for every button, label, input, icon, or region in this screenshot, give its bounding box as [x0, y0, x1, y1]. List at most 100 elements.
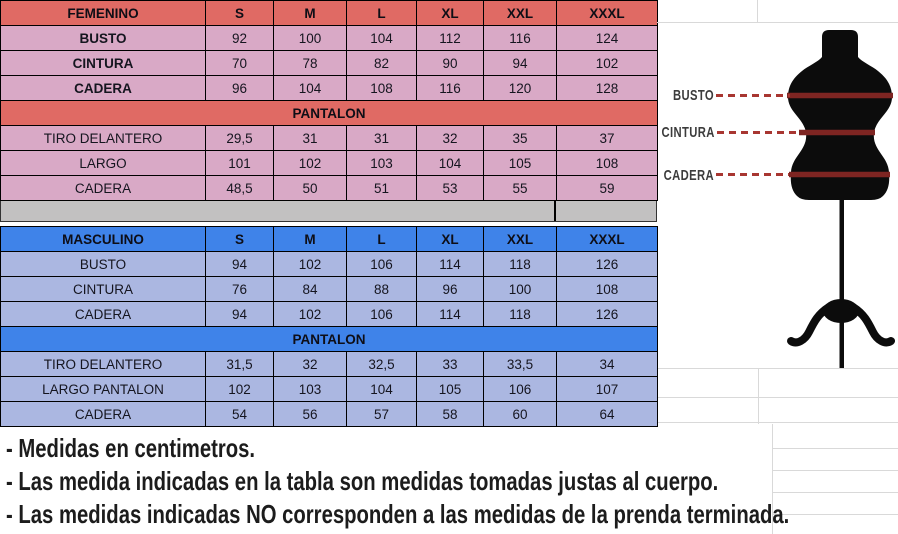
measure-value-cell: 60: [483, 401, 557, 427]
measure-value-cell: 29,5: [205, 125, 274, 151]
size-header-cell: M: [273, 0, 347, 26]
measure-value-cell: 90: [416, 50, 484, 76]
measure-value-cell: 106: [346, 251, 417, 277]
measure-value-cell: 57: [346, 401, 417, 427]
sheet-gridline: [772, 448, 898, 449]
measure-value-cell: 33: [416, 351, 484, 377]
measure-value-cell: 108: [556, 276, 658, 302]
measure-value-cell: 108: [346, 75, 417, 101]
section-title-cell: MASCULINO: [0, 226, 206, 252]
measure-value-cell: 88: [346, 276, 417, 302]
measure-value-cell: 102: [273, 251, 347, 277]
sheet-gridline: [772, 492, 898, 493]
measure-value-cell: 104: [346, 25, 417, 51]
size-header-cell: XXL: [483, 226, 557, 252]
sheet-gridline: [772, 470, 898, 471]
measure-value-cell: 120: [483, 75, 557, 101]
size-header-cell: S: [205, 0, 274, 26]
measure-value-cell: 33,5: [483, 351, 557, 377]
measure-value-cell: 106: [346, 301, 417, 327]
measure-value-cell: 124: [556, 25, 658, 51]
mannequin-torso: [788, 30, 892, 200]
measure-value-cell: 64: [556, 401, 658, 427]
measure-value-cell: 105: [483, 150, 557, 176]
note-line: - Medidas en centimetros.: [6, 433, 256, 463]
size-header-cell: M: [273, 226, 347, 252]
size-header-cell: L: [346, 0, 417, 26]
notes: - Medidas en centimetros. - Las medida i…: [6, 432, 898, 531]
measure-value-cell: 96: [416, 276, 484, 302]
subsection-header-cell: PANTALON: [0, 100, 658, 126]
measure-label-cell: CADERA: [0, 401, 206, 427]
size-header-cell: XXL: [483, 0, 557, 26]
measure-value-cell: 126: [556, 251, 658, 277]
measure-value-cell: 101: [205, 150, 274, 176]
size-header-cell: L: [346, 226, 417, 252]
mannequin-illustration: [716, 30, 895, 368]
mannequin-stand-pole: [839, 196, 844, 368]
sheet-gridline: [658, 422, 898, 423]
measure-value-cell: 35: [483, 125, 557, 151]
measure-value-cell: 104: [273, 75, 347, 101]
measure-value-cell: 31: [346, 125, 417, 151]
measure-label-cell: CADERA: [0, 75, 206, 101]
sheet-gridline: [658, 368, 898, 369]
measure-value-cell: 50: [273, 175, 347, 201]
measure-value-cell: 102: [205, 376, 274, 402]
measure-label-cell: LARGO PANTALON: [0, 376, 206, 402]
measure-value-cell: 126: [556, 301, 658, 327]
sheet-gridline: [757, 0, 758, 22]
mannequin-stand-leg-right: [849, 303, 895, 347]
measure-label-cell: CADERA: [0, 175, 206, 201]
hip-label: CADERA: [663, 167, 714, 184]
measure-value-cell: 112: [416, 25, 484, 51]
measure-value-cell: 102: [556, 50, 658, 76]
sheet-gridline: [758, 368, 759, 424]
measure-value-cell: 82: [346, 50, 417, 76]
section-title-cell: FEMENINO: [0, 0, 206, 26]
measure-label-cell: CINTURA: [0, 276, 206, 302]
measure-label-cell: LARGO: [0, 150, 206, 176]
measure-value-cell: 118: [483, 301, 557, 327]
measure-value-cell: 92: [205, 25, 274, 51]
measure-value-cell: 103: [346, 150, 417, 176]
measure-value-cell: 118: [483, 251, 557, 277]
sheet-gridline: [657, 22, 898, 23]
measure-value-cell: 56: [273, 401, 347, 427]
measure-value-cell: 70: [205, 50, 274, 76]
measure-value-cell: 94: [205, 251, 274, 277]
measure-value-cell: 32,5: [346, 351, 417, 377]
measure-value-cell: 107: [556, 376, 658, 402]
measure-value-cell: 84: [273, 276, 347, 302]
measure-value-cell: 34: [556, 351, 658, 377]
measure-value-cell: 104: [346, 376, 417, 402]
measure-value-cell: 76: [205, 276, 274, 302]
sheet-gridline: [658, 397, 898, 398]
measure-value-cell: 116: [483, 25, 557, 51]
measure-value-cell: 106: [483, 376, 557, 402]
measure-value-cell: 54: [205, 401, 274, 427]
measure-value-cell: 78: [273, 50, 347, 76]
measure-value-cell: 116: [416, 75, 484, 101]
measure-value-cell: 53: [416, 175, 484, 201]
sheet-gridline: [772, 424, 773, 534]
size-header-cell: XXXL: [556, 0, 658, 26]
measure-label-cell: BUSTO: [0, 251, 206, 277]
measure-value-cell: 103: [273, 376, 347, 402]
measure-value-cell: 32: [416, 125, 484, 151]
measure-value-cell: 104: [416, 150, 484, 176]
measure-value-cell: 51: [346, 175, 417, 201]
bust-label: BUSTO: [672, 87, 714, 104]
measure-value-cell: 114: [416, 251, 484, 277]
measure-value-cell: 37: [556, 125, 658, 151]
measure-value-cell: 128: [556, 75, 658, 101]
measure-value-cell: 114: [416, 301, 484, 327]
size-header-cell: XL: [416, 0, 484, 26]
waist-label: CINTURA: [661, 124, 715, 141]
measure-value-cell: 59: [556, 175, 658, 201]
measure-value-cell: 48,5: [205, 175, 274, 201]
measure-value-cell: 55: [483, 175, 557, 201]
size-header-cell: S: [205, 226, 274, 252]
male-size-table: MASCULINO S M L XL XXL XXXL BUSTO 94 102 106 114 118…: [0, 226, 658, 427]
measure-value-cell: 105: [416, 376, 484, 402]
